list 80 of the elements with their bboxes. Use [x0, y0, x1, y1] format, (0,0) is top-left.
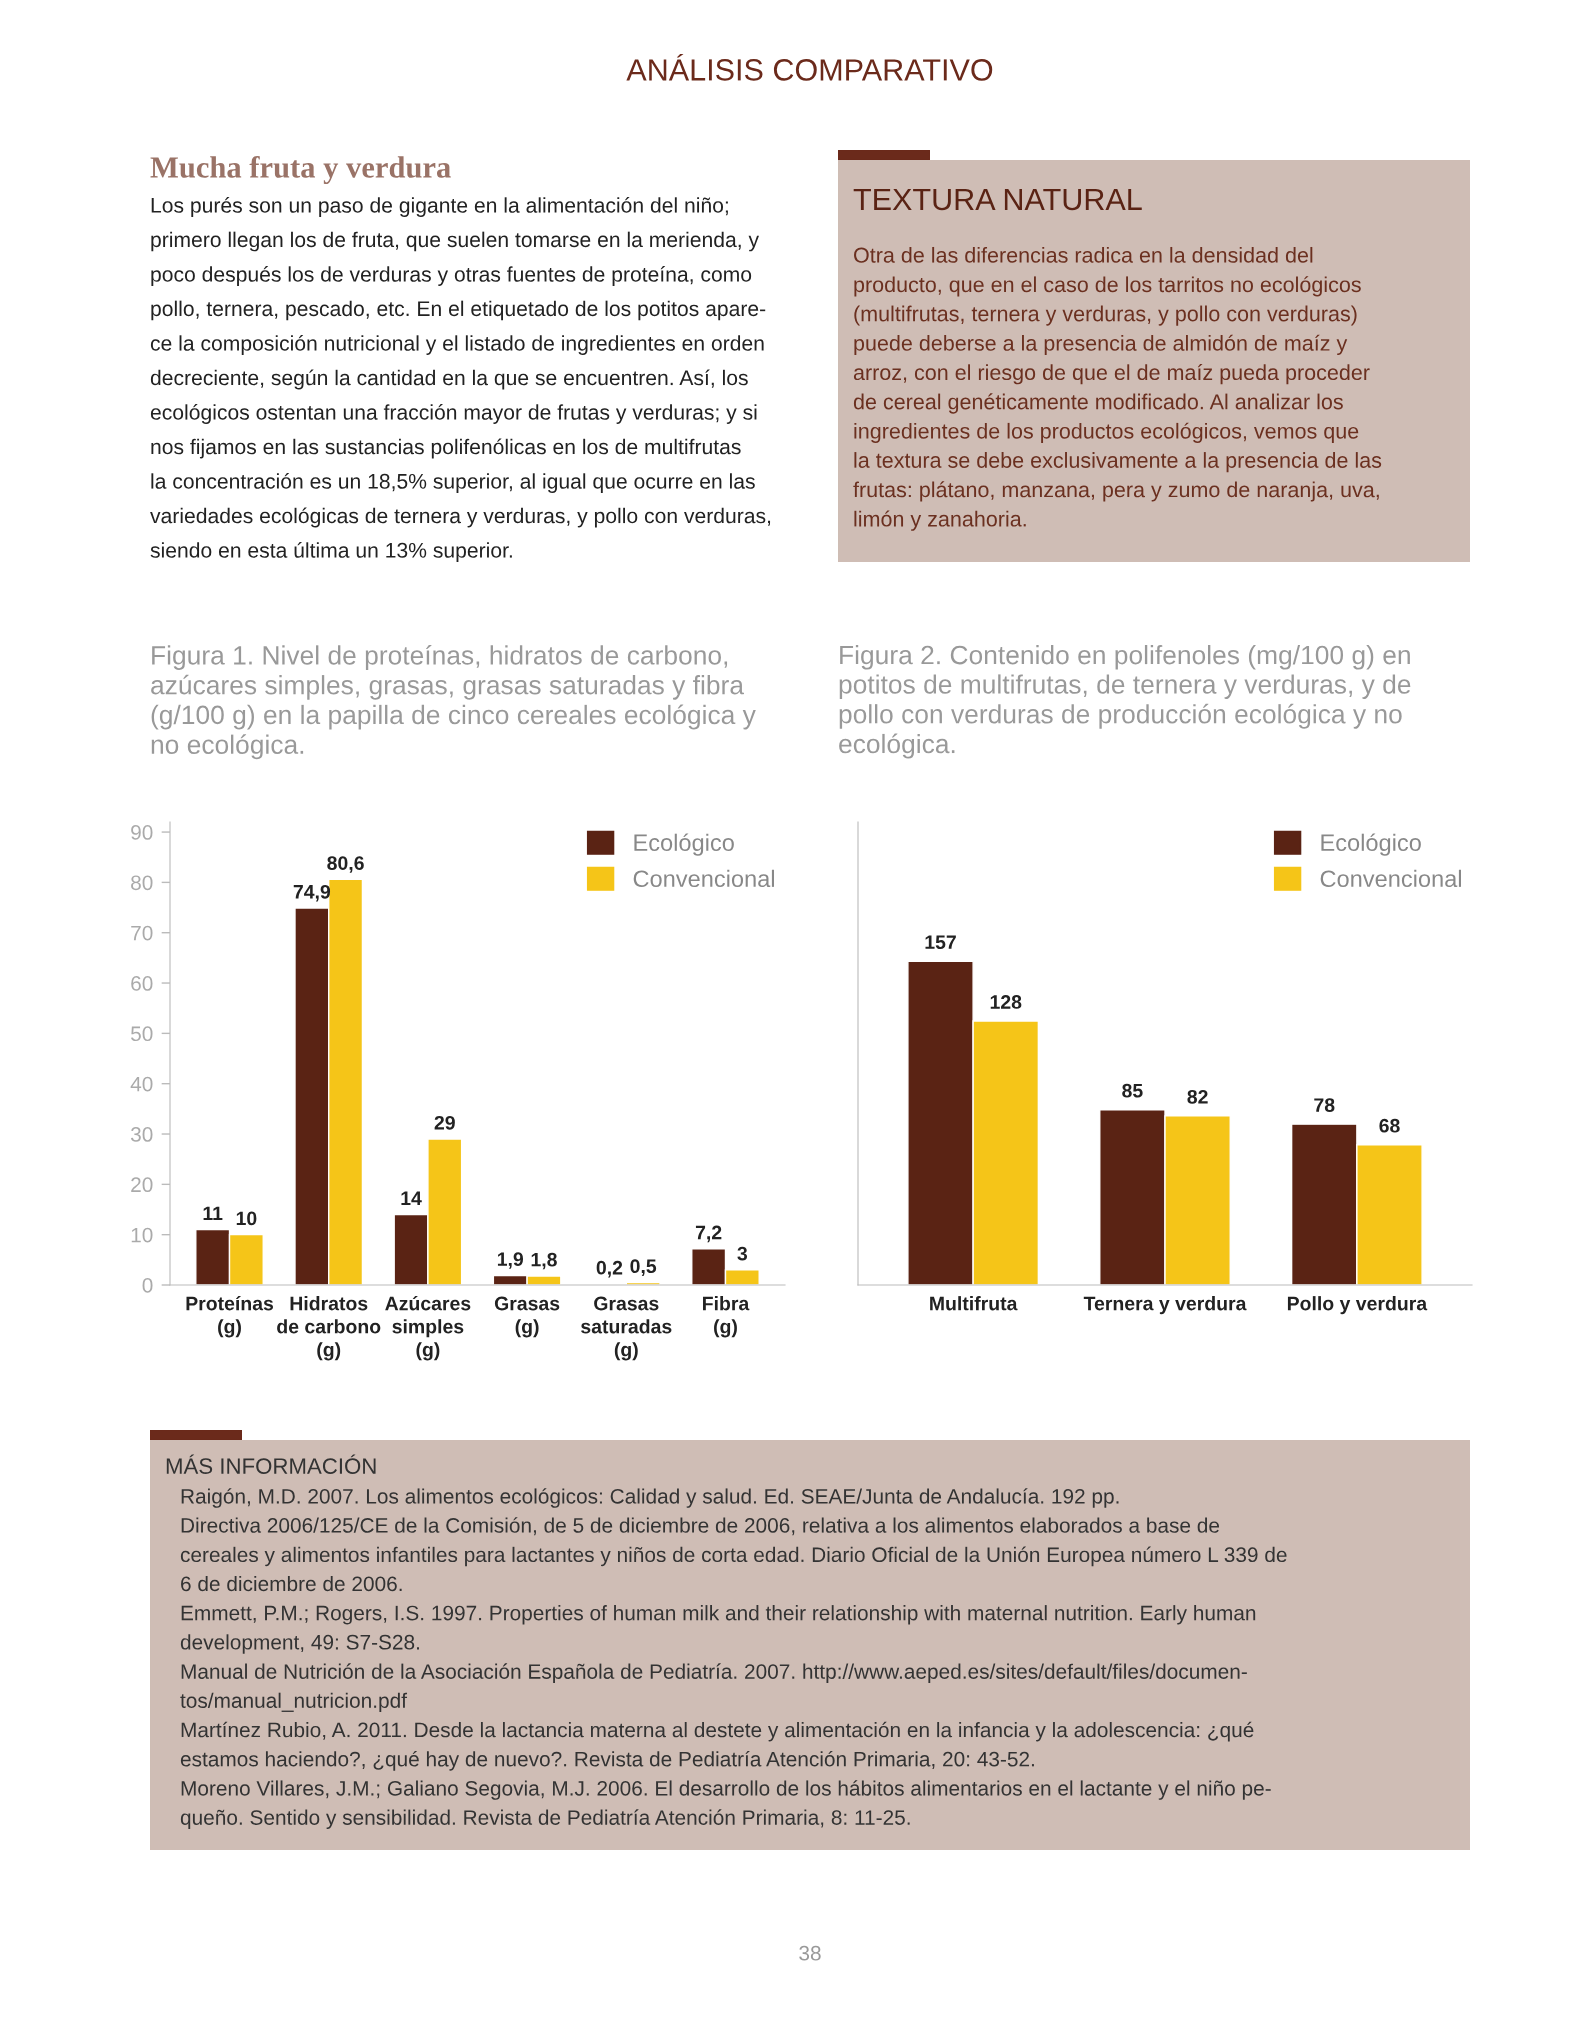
text: Manual de Nutrición de la Asociación Española de Pediatría. 2007. http://www.aeped.es/sites/default/files/documen- — [181, 1663, 1247, 1684]
text: variedades ecológicas de ternera y verduras, y pollo con verduras, — [150, 507, 771, 528]
data-label: 29 — [434, 1115, 455, 1130]
data-label: 1,9 — [497, 1252, 524, 1269]
y-tick-label: 50 — [131, 1026, 153, 1042]
x-tick-label: Pollo y verdura — [1287, 1296, 1428, 1315]
data-label: 85 — [1122, 1083, 1143, 1098]
text: la concentración es un 18,5% superior, al igual que ocurre en las — [151, 473, 755, 493]
text: primero llegan los de fruta, que suelen tomarse en la merienda, y — [151, 231, 759, 252]
y-tick-label: 20 — [131, 1177, 153, 1193]
text: (multifrutas, ternera y verduras, y pollo con verduras) — [854, 305, 1357, 326]
y-tick-label: 60 — [131, 976, 153, 991]
data-label: 3 — [737, 1246, 748, 1261]
text: development, 49: S7-S28. — [180, 1634, 419, 1654]
y-tick-label: 90 — [131, 825, 153, 840]
text: TEXTURA NATURAL — [853, 188, 1142, 211]
text: Los purés son un paso de gigante en la alimentación del niño; — [151, 197, 728, 217]
y-tick-label: 40 — [130, 1076, 153, 1092]
x-tick-label: Ternera y verdura — [1083, 1296, 1247, 1315]
text: estamos haciendo?, ¿qué hay de nuevo?. Revista de Pediatría Atención Primaria, 20: 43-52. — [180, 1750, 1034, 1771]
text: Raigón, M.D. 2007. Los alimentos ecológicos: Calidad y salud. Ed. SEAE/Junta de Andalucía. 192 pp. — [181, 1488, 1119, 1508]
text: Moreno Villares, J.M.; Galiano Segovia, M.J. 2006. El desarrollo de los hábitos alimentarios en el lactante y el niño pe- — [181, 1780, 1271, 1800]
text: Directiva 2006/125/CE de la Comisión, de 5 de diciembre de 2006, relativa a los alimentos elaborados a base de — [181, 1517, 1220, 1536]
legend-label: Ecológico — [634, 833, 734, 856]
y-tick-label: 70 — [131, 925, 153, 941]
y-tick-label: 30 — [130, 1127, 153, 1142]
text: producto, que en el caso de los tarritos no ecológicos — [854, 276, 1361, 297]
text: Martínez Rubio, A. 2011. Desde la lactancia materna al destete y alimentación en la infancia y la adolescencia: ¿qué — [181, 1721, 1254, 1742]
data-label: 68 — [1379, 1118, 1400, 1133]
text: frutas: plátano, manzana, pera y zumo de naranja, uva, — [853, 481, 1379, 502]
data-label: 128 — [990, 995, 1022, 1009]
x-tick-label: Proteínas (g) — [186, 1295, 274, 1338]
text: 38 — [799, 1945, 821, 1961]
text: queño. Sentido y sensibilidad. Revista de Pediatría Atención Primaria, 8: 11-25. — [180, 1809, 910, 1830]
x-tick-label: Multifruta — [930, 1296, 1018, 1311]
text: siendo en esta última un 13% superior. — [150, 542, 512, 562]
text: puede deberse a la presencia de almidón de maíz y — [854, 334, 1348, 356]
data-label: 11 — [203, 1206, 223, 1221]
text: ecológicos ostentan una fracción mayor de frutas y verduras; y si — [150, 404, 757, 424]
data-label: 10 — [236, 1211, 257, 1226]
data-label: 78 — [1314, 1098, 1335, 1112]
x-tick-label: Hidratos de carbono (g) — [277, 1296, 381, 1361]
text: la textura se debe exclusivamente a la presencia de las — [854, 452, 1382, 473]
x-tick-label: Azúcares simples (g) — [385, 1295, 471, 1361]
text: Mucha fruta y verdura — [150, 155, 451, 185]
text: pollo, ternera, pescado, etc. En el etiquetado de los potitos apare- — [151, 300, 766, 321]
text: tos/manual_nutricion.pdf — [180, 1692, 408, 1713]
data-label: 14 — [401, 1191, 422, 1205]
text: nos fijamos en las sustancias polifenólicas en los de multifrutas — [151, 438, 741, 459]
chart-title: Figura 2. Contenido en polifenoles (mg/100 g) en potitos de multifrutas, de ternera y verduras, y de pollo con verduras de producción ecológica y no ecológica. — [839, 645, 1411, 759]
legend-label: Convencional — [633, 869, 774, 888]
x-tick-label: Grasas saturadas (g) — [581, 1296, 672, 1361]
data-label: 0,2 — [596, 1260, 623, 1278]
data-label: 0,5 — [630, 1259, 657, 1276]
legend-label: Ecológico — [1321, 833, 1421, 856]
data-label: 1,8 — [531, 1252, 557, 1270]
data-label: 80,6 — [327, 856, 364, 873]
text: MÁS INFORMACIÓN — [166, 1454, 376, 1474]
x-tick-label: Grasas (g) — [494, 1296, 560, 1338]
data-label: 7,2 — [695, 1225, 722, 1243]
text: 6 de diciembre de 2006. — [181, 1575, 402, 1592]
text: decreciente, según la cantidad en la que se encuentren. Así, los — [150, 369, 748, 390]
data-label: 157 — [925, 935, 956, 950]
text: ce la composición nutricional y el listado de ingredientes en orden — [150, 335, 764, 355]
legend-label: Convencional — [1320, 869, 1461, 888]
text: ingredientes de los productos ecológicos, vemos que — [854, 422, 1359, 443]
y-tick-label: 80 — [131, 875, 153, 891]
x-tick-label: Fibra (g) — [703, 1296, 750, 1338]
text: poco después los de verduras y otras fuentes de proteína, como — [151, 266, 752, 286]
text: ANÁLISIS COMPARATIVO — [626, 53, 993, 81]
text: arroz, con el riesgo de que el de maíz pueda proceder — [853, 364, 1370, 385]
text: cereales y alimentos infantiles para lactantes y niños de corta edad. Diario Oficial de la Unión Europea número L 339 de — [180, 1546, 1287, 1567]
y-tick-label: 0 — [142, 1278, 153, 1293]
text: Otra de las diferencias radica en la densidad del — [854, 246, 1313, 263]
y-tick-label: 10 — [131, 1227, 153, 1243]
data-label: 82 — [1187, 1089, 1208, 1104]
text: limón y zanahoria. — [854, 510, 1026, 531]
chart-title: Figura 1. Nivel de proteínas, hidratos de carbono, azúcares simples, grasas, grasas saturadas y fibra (g/100 g) en la papilla de cinco cereales ecológica y no ecológica. — [151, 645, 756, 760]
text: Emmett, P.M.; Rogers, I.S. 1997. Properties of human milk and their relationship with maternal nutrition. Early human — [181, 1605, 1256, 1625]
text: de cereal genéticamente modificado. Al analizar los — [853, 393, 1343, 414]
